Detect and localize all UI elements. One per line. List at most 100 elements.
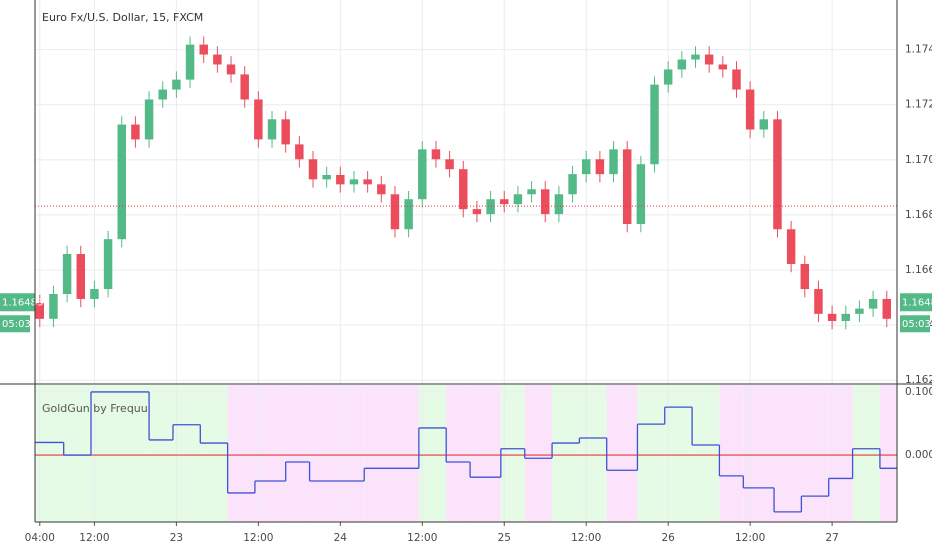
candle-body <box>49 294 58 319</box>
candle-body <box>827 313 837 322</box>
candle-body <box>390 194 400 230</box>
candle-body <box>199 44 208 55</box>
candle-body <box>868 298 878 309</box>
signal-zone <box>606 385 638 522</box>
signal-zone <box>285 385 310 522</box>
x-tick-label: 26 <box>661 532 675 544</box>
y-tick-label: 1.16800 <box>905 209 932 221</box>
countdown-label: 05:03 <box>902 319 931 330</box>
candle-body <box>35 303 45 319</box>
candle-body <box>363 179 372 185</box>
signal-zone <box>470 385 501 522</box>
candle-body <box>158 89 167 100</box>
candle-body <box>773 119 782 230</box>
candle-body <box>445 159 454 170</box>
x-tick-label: 12:00 <box>571 532 601 544</box>
last-price-label: 1.16483 <box>2 297 43 308</box>
candle-body <box>745 89 755 130</box>
last-price-box <box>900 293 932 312</box>
candle-body <box>759 119 769 130</box>
candle-body <box>554 194 564 215</box>
signal-zone <box>552 385 580 522</box>
last-price-label: 1.16483 <box>902 297 932 308</box>
candle-body <box>636 164 646 225</box>
candle-body <box>472 209 482 215</box>
signal-zone <box>719 385 744 522</box>
x-tick-label: 12:00 <box>407 532 437 544</box>
candle-body <box>90 289 99 299</box>
candle-body <box>855 308 864 314</box>
candle-body <box>308 159 318 180</box>
candle-body <box>663 69 673 85</box>
signal-zone <box>879 385 897 522</box>
candle-body <box>677 59 687 70</box>
y-tick-label: 0.1000 <box>905 386 932 398</box>
candle-body <box>76 254 85 299</box>
countdown-box <box>900 315 930 333</box>
signal-zone <box>172 385 201 522</box>
candle-body <box>322 174 331 180</box>
signal-zone <box>637 385 665 522</box>
candle-body <box>650 84 659 165</box>
x-tick-label: 12:00 <box>243 532 273 544</box>
signal-zone <box>774 385 802 522</box>
signal-zone <box>309 385 365 522</box>
candle-body <box>800 263 810 290</box>
candle-body <box>62 254 72 295</box>
chart-title: Euro Fx/U.S. Dollar, 15, FXCM <box>42 11 203 24</box>
candle-body <box>254 99 263 140</box>
x-tick-label: 12:00 <box>735 532 765 544</box>
candle-body <box>527 189 536 195</box>
signal-zone <box>364 385 419 522</box>
candle-body <box>718 64 728 70</box>
signal-zone <box>63 385 92 522</box>
signal-zone <box>227 385 255 522</box>
candle-body <box>500 199 509 205</box>
candle-body <box>691 54 700 60</box>
candle-body <box>336 174 345 185</box>
x-tick-label: 23 <box>170 532 183 544</box>
candle-body <box>226 64 236 75</box>
candle-body <box>131 124 140 140</box>
indicator-title: GoldGun by Frequu <box>42 402 148 415</box>
candle-body <box>622 149 632 225</box>
signal-zone <box>852 385 880 522</box>
y-tick-label: 1.17400 <box>905 44 932 56</box>
y-tick-label: 1.16200 <box>905 374 932 386</box>
signal-zone <box>200 385 228 522</box>
signal-zone <box>743 385 775 522</box>
candle-body <box>732 69 741 90</box>
candle-body <box>431 149 441 160</box>
candle-body <box>349 179 359 185</box>
signal-zone <box>254 385 286 522</box>
candle-body <box>595 159 605 175</box>
candle-body <box>581 159 591 175</box>
candle-body <box>404 199 413 230</box>
y-tick-label: 1.16600 <box>905 264 932 276</box>
x-tick-label: 27 <box>825 532 838 544</box>
countdown-box <box>0 315 30 333</box>
candle-body <box>513 194 523 205</box>
signal-zone <box>828 385 853 522</box>
signal-zone <box>664 385 693 522</box>
signal-zone <box>500 385 525 522</box>
candle-body <box>172 79 181 90</box>
signal-zone <box>91 385 150 522</box>
candle-body <box>295 144 304 160</box>
candle-body <box>117 124 126 240</box>
candle-body <box>841 313 851 322</box>
x-tick-label: 25 <box>498 532 511 544</box>
signal-zone <box>801 385 829 522</box>
x-tick-label: 24 <box>334 532 348 544</box>
candle-body <box>144 99 154 140</box>
y-tick-label: 1.17200 <box>905 99 932 111</box>
signal-zone <box>446 385 471 522</box>
candle-body <box>418 149 427 200</box>
y-tick-label: 1.17000 <box>905 154 932 166</box>
x-tick-label: 12:00 <box>79 532 109 544</box>
signal-zone <box>418 385 447 522</box>
